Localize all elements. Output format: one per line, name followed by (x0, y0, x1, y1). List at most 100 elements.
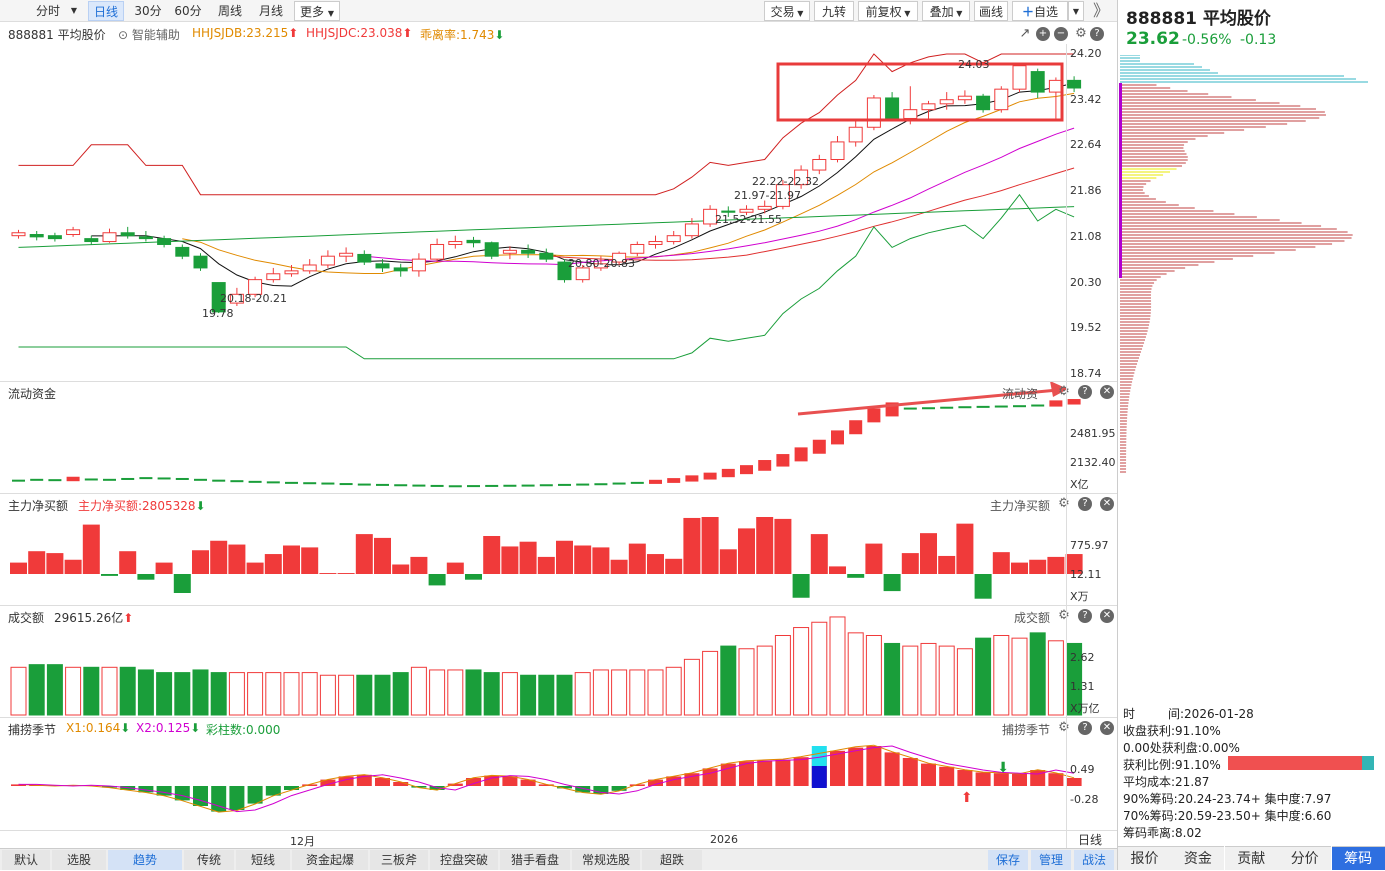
help-icon[interactable]: ? (1078, 497, 1092, 511)
flow-bar (139, 477, 153, 480)
close-icon[interactable]: ✕ (1100, 497, 1114, 511)
gear-icon[interactable]: ⚙ (1058, 608, 1070, 623)
zoom-out-icon[interactable]: − (1054, 27, 1068, 41)
right-tab[interactable]: 分价 (1278, 846, 1332, 870)
tab-rixian[interactable]: 日线 (88, 1, 124, 21)
chevron-down-icon[interactable]: ▼ (70, 6, 78, 15)
more-dropdown[interactable]: 更多 ▼ (294, 1, 340, 21)
mainnet-bar (283, 545, 300, 574)
flow-bar (576, 483, 590, 486)
season-bar (447, 783, 463, 786)
buy-signal-arrow: ⬆ (961, 790, 973, 806)
candle-body (539, 252, 554, 260)
kline-chart-area[interactable]: ⬆⬇ (0, 44, 1117, 848)
candle-body (1067, 79, 1082, 89)
bottom-action-button[interactable]: 管理 (1031, 850, 1071, 870)
mainnet-bar (537, 556, 555, 574)
right-tab[interactable]: 筹码 (1331, 846, 1385, 870)
right-tab[interactable]: 资金 (1171, 846, 1225, 870)
low-annotation: 19.78 (202, 307, 234, 320)
bottom-action-button[interactable]: 保存 (988, 850, 1028, 870)
season-bar (484, 775, 500, 786)
jiuzhuan-button[interactable]: 九转 (814, 1, 854, 21)
candle-body (47, 235, 62, 240)
turnover-bar (629, 669, 646, 716)
gear-icon[interactable]: ⚙ (1058, 384, 1070, 399)
flow-bar (430, 484, 444, 487)
tab-30min[interactable]: 30分 (134, 4, 162, 18)
overlay-button[interactable]: 叠加 ▼ (922, 1, 970, 21)
bottom-tab[interactable]: 三板斧 (370, 850, 428, 870)
season-bar (775, 759, 791, 786)
turnover-bar (538, 674, 555, 716)
turnover-bar (319, 674, 336, 716)
candle-body (812, 158, 827, 171)
turnover-bar (447, 669, 464, 716)
bottom-tab[interactable]: 常规选股 (572, 850, 640, 870)
tab-week[interactable]: 周线 (217, 4, 242, 18)
bottom-tab[interactable]: 超跌 (642, 850, 702, 870)
turnover-bar (301, 672, 318, 716)
draw-line-button[interactable]: 画线 (974, 1, 1008, 21)
collapse-icon[interactable]: 》 (1092, 1, 1109, 20)
flow-bar (558, 483, 571, 486)
bottom-tab[interactable]: 传统 (184, 850, 234, 870)
bottom-tab[interactable]: 选股 (52, 850, 106, 870)
bottom-tab[interactable]: 控盘突破 (430, 850, 498, 870)
zoom-in-icon[interactable]: + (1036, 27, 1050, 41)
mainnet-bar (1065, 554, 1083, 574)
flow-bar (812, 439, 826, 454)
trade-button[interactable]: 交易 ▼ (764, 1, 810, 21)
flow-bar (922, 407, 935, 410)
tab-60min[interactable]: 60分 (174, 4, 202, 18)
bottom-action-button[interactable]: 战法 (1074, 850, 1114, 870)
chevron-down-icon[interactable]: ▼ (1068, 1, 1084, 21)
price-tick: 19.52 (1070, 321, 1102, 335)
turnover-bar (101, 666, 118, 716)
avg-cost: 平均成本:21.87 (1123, 775, 1210, 789)
bottom-tab[interactable]: 猎手看盘 (500, 850, 570, 870)
gear-icon[interactable]: ⚙ (1058, 496, 1070, 511)
flow-bar (849, 420, 863, 435)
mainnet-bar (956, 523, 974, 574)
gear-icon[interactable]: ⚙ (1058, 720, 1070, 735)
flow-bar (30, 478, 44, 481)
chevron-down-icon: ▼ (953, 9, 963, 18)
right-tab[interactable]: 报价 (1118, 846, 1171, 870)
close-icon[interactable]: ✕ (1100, 609, 1114, 623)
bottom-tab[interactable]: 趋势 (108, 850, 182, 870)
period-label: 日线 (1078, 833, 1103, 847)
ma30-line (546, 167, 1075, 261)
turnover-bar (702, 650, 719, 716)
tab-month[interactable]: 月线 (258, 4, 283, 18)
mainnet-bar (938, 555, 956, 574)
right-tab[interactable]: 贡献 (1224, 846, 1278, 870)
close-icon[interactable]: ✕ (1100, 385, 1114, 399)
candle-body (557, 261, 572, 281)
x-axis-year: 2026 (710, 833, 738, 846)
help-icon[interactable]: ? (1090, 27, 1104, 41)
turnover-bar (592, 669, 609, 716)
close-icon[interactable]: ✕ (1100, 721, 1114, 735)
lower-band-line (18, 193, 1075, 360)
chevron-down-icon: ▼ (794, 9, 804, 18)
share-icon[interactable]: ↗ (1019, 26, 1031, 41)
tab-fenshi[interactable]: 分时 (35, 4, 60, 18)
bottom-tab[interactable]: 默认 (2, 850, 50, 870)
mainnet-bar (210, 540, 228, 574)
candle-body (229, 293, 244, 304)
bottom-tab[interactable]: 短线 (236, 850, 290, 870)
fuquan-button[interactable]: 前复权 ▼ (858, 1, 918, 21)
hhjsjdc-value: HHJSJDC:23.038⬆ (306, 26, 412, 40)
price-tick: 22.64 (1070, 138, 1102, 152)
help-icon[interactable]: ? (1078, 609, 1092, 623)
gear-icon[interactable]: ⚙ (1075, 26, 1087, 41)
help-icon[interactable]: ? (1078, 385, 1092, 399)
smart-assist-toggle[interactable]: ⊙ 智能辅助 (118, 26, 180, 43)
bottom-tab[interactable]: 资金起爆 (292, 850, 368, 870)
turnover-bar (265, 672, 282, 716)
highlight-box (776, 62, 1064, 122)
help-icon[interactable]: ? (1078, 721, 1092, 735)
add-watchlist-button[interactable]: ＋自选 (1012, 1, 1068, 21)
flow-bar (703, 472, 717, 480)
